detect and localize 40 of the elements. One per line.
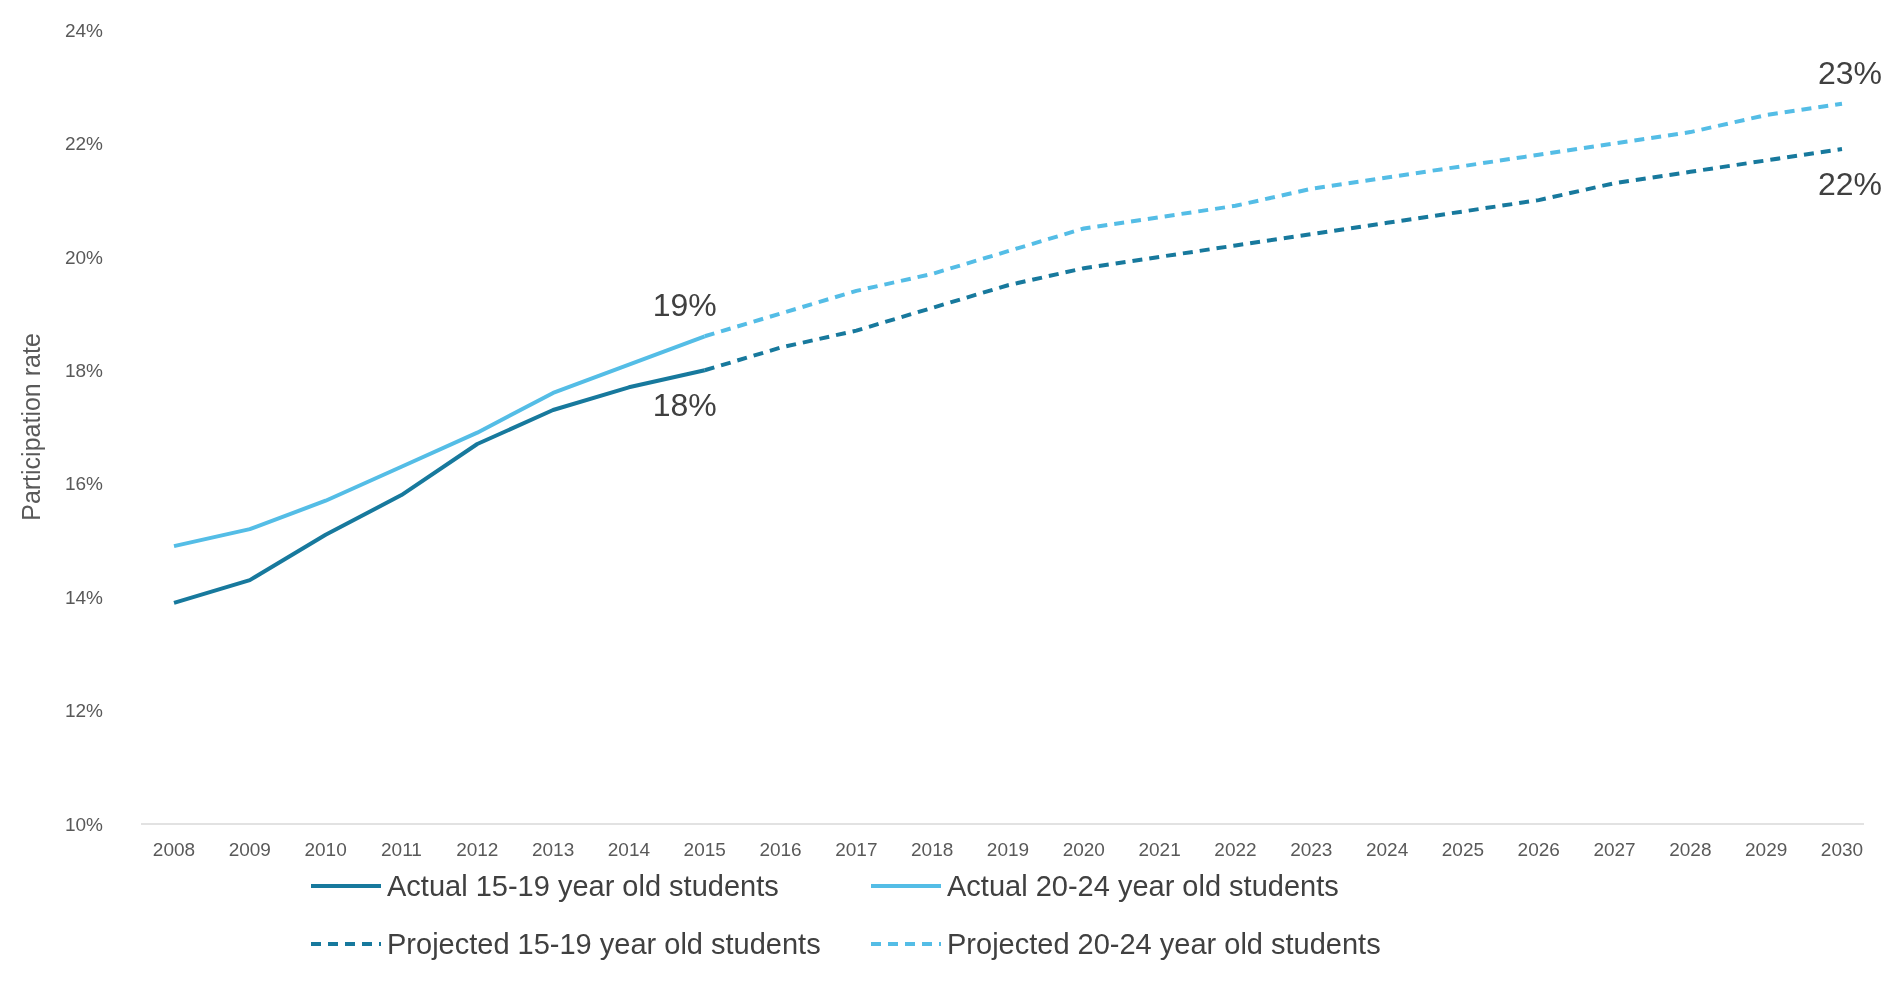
y-tick-label: 14% xyxy=(64,586,104,608)
annotation: 18% xyxy=(652,387,717,424)
annotation: 19% xyxy=(652,287,717,324)
x-tick-label: 2019 xyxy=(986,839,1030,860)
x-tick-label: 2013 xyxy=(531,839,575,860)
x-tick-label: 2010 xyxy=(304,839,347,860)
x-tick-label: 2015 xyxy=(683,839,726,860)
x-tick-label: 2014 xyxy=(607,839,651,860)
y-tick-label: 22% xyxy=(64,133,104,155)
y-tick-label: 12% xyxy=(64,700,104,722)
y-axis-title: Participation rate xyxy=(17,333,45,521)
x-tick-label: 2023 xyxy=(1290,839,1333,860)
x-tick-label: 2022 xyxy=(1214,839,1257,860)
annotation: 22% xyxy=(1817,166,1883,203)
y-tick-label: 18% xyxy=(64,359,104,381)
x-tick-label: 2026 xyxy=(1517,839,1560,860)
x-tick-label: 2029 xyxy=(1745,839,1788,860)
y-tick-label: 16% xyxy=(64,473,104,495)
legend-label: Actual 20-24 year old students xyxy=(947,870,1339,903)
x-tick-label: 2025 xyxy=(1441,839,1485,860)
x-tick-label: 2009 xyxy=(228,839,271,860)
y-tick-label: 20% xyxy=(64,246,104,268)
y-tick-label: 24% xyxy=(64,19,104,41)
x-tick-label: 2011 xyxy=(381,839,422,860)
x-tick-label: 2021 xyxy=(1138,839,1181,860)
x-tick-label: 2016 xyxy=(759,839,802,860)
x-tick-label: 2028 xyxy=(1669,839,1712,860)
x-tick-label: 2017 xyxy=(835,839,878,860)
annotation: 23% xyxy=(1817,54,1883,91)
x-tick-label: 2027 xyxy=(1593,839,1636,860)
legend-label: Projected 15-19 year old students xyxy=(387,928,821,961)
x-tick-label: 2030 xyxy=(1820,839,1864,860)
x-tick-label: 2020 xyxy=(1062,839,1105,860)
y-tick-label: 10% xyxy=(64,813,104,835)
x-tick-label: 2024 xyxy=(1365,839,1409,860)
legend-label: Projected 20-24 year old students xyxy=(947,928,1381,961)
legend-label: Actual 15-19 year old students xyxy=(387,870,779,903)
x-tick-label: 2012 xyxy=(456,839,499,860)
x-tick-label: 2008 xyxy=(152,839,196,860)
x-tick-label: 2018 xyxy=(911,839,954,860)
